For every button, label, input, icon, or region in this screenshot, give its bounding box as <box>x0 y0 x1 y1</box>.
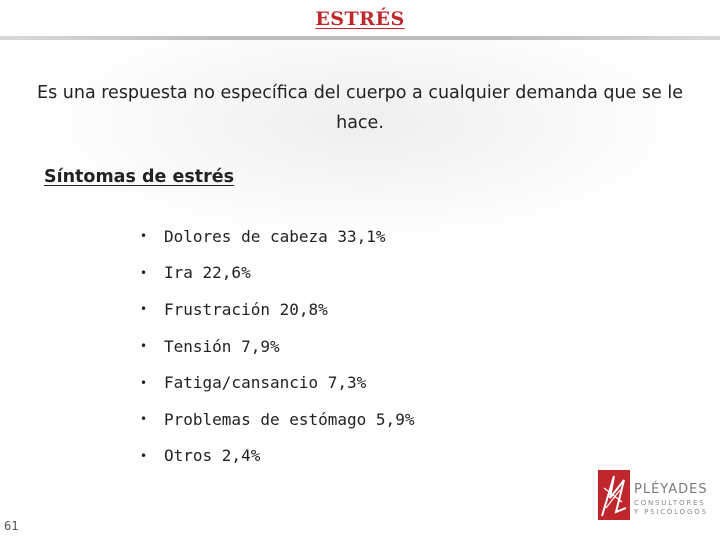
list-item: • Tensión 7,9% <box>140 328 414 365</box>
bullet-icon: • <box>140 412 148 427</box>
page-number: 61 <box>4 519 19 533</box>
bullet-icon: • <box>140 448 148 463</box>
list-item: • Fatiga/cansancio 7,3% <box>140 364 414 401</box>
definition-text: Es una respuesta no específica del cuerp… <box>37 83 683 133</box>
title-rule <box>0 36 720 40</box>
symptom-text: Ira 22,6% <box>164 263 251 283</box>
bullet-icon: • <box>140 229 148 244</box>
background-glow <box>20 40 710 250</box>
bullet-icon: • <box>140 339 148 354</box>
company-logo: PLÉYADES CONSULTORES Y PSICÓLOGOS <box>596 468 716 524</box>
symptoms-heading: Síntomas de estrés <box>44 167 235 187</box>
bullet-icon: • <box>140 265 148 280</box>
bullet-icon: • <box>140 302 148 317</box>
logo-name: PLÉYADES <box>634 482 708 497</box>
symptom-text: Tensión 7,9% <box>164 336 280 356</box>
list-item: • Ira 22,6% <box>140 255 414 292</box>
symptom-text: Otros 2,4% <box>164 446 261 466</box>
list-item: • Dolores de cabeza 33,1% <box>140 218 414 255</box>
list-item: • Frustración 20,8% <box>140 291 414 328</box>
bullet-icon: • <box>140 375 148 390</box>
symptom-text: Frustración 20,8% <box>164 299 328 319</box>
list-item: • Otros 2,4% <box>140 438 414 475</box>
symptom-text: Problemas de estómago 5,9% <box>164 409 415 429</box>
symptoms-list: • Dolores de cabeza 33,1% • Ira 22,6% • Fru… <box>140 218 414 474</box>
list-item: • Problemas de estómago 5,9% <box>140 401 414 438</box>
pleyades-logo-icon <box>598 470 630 520</box>
symptom-text: Dolores de cabeza 33,1% <box>164 226 386 246</box>
slide-title: ESTRÉS <box>315 8 405 30</box>
symptom-text: Fatiga/cansancio 7,3% <box>164 373 367 393</box>
logo-tagline: CONSULTORES Y PSICÓLOGOS <box>634 499 708 516</box>
